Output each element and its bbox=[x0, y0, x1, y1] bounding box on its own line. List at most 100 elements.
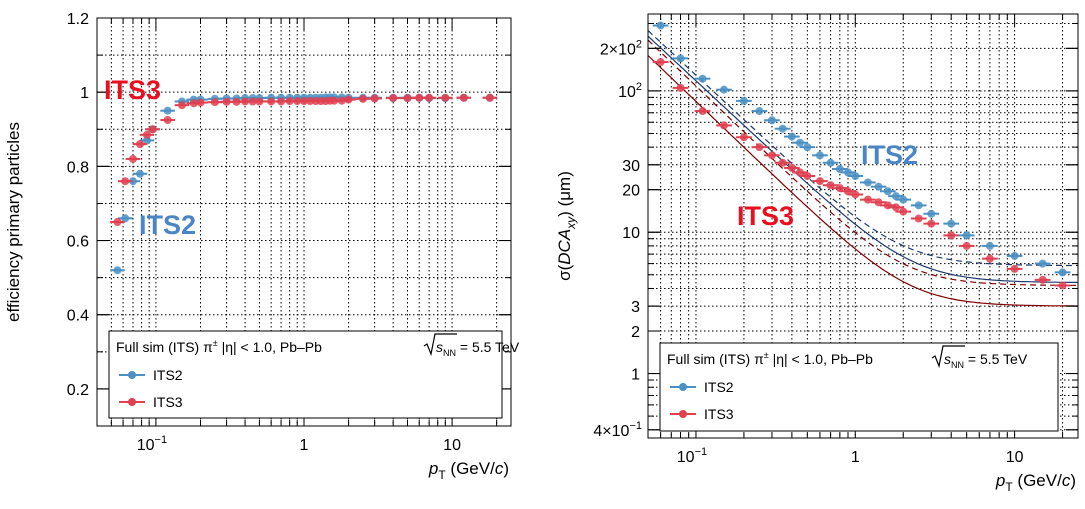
legend-header-pm: ± bbox=[764, 350, 769, 360]
x-tick-label: 1 bbox=[300, 437, 309, 454]
data-point bbox=[232, 97, 241, 106]
data-point bbox=[720, 85, 729, 94]
x-tick-label: 10 bbox=[443, 437, 461, 454]
data-point bbox=[767, 116, 776, 125]
model-curves bbox=[647, 30, 1078, 307]
legend-header-s: s bbox=[944, 351, 951, 367]
data-point bbox=[370, 94, 379, 103]
x-axis-label: pT (GeV/c) bbox=[995, 471, 1076, 494]
data-point bbox=[142, 130, 151, 139]
x-axis-unit: (GeV/ bbox=[1013, 471, 1062, 490]
y-tick-label: 1.2 bbox=[67, 11, 89, 28]
legend-header-sqrt: sNN = 5.5 TeV bbox=[436, 339, 520, 358]
data-point bbox=[656, 21, 665, 30]
data-point bbox=[196, 98, 205, 107]
data-point bbox=[128, 154, 137, 163]
x-axis-sub: T bbox=[438, 468, 446, 482]
data-point bbox=[425, 93, 434, 102]
data-point bbox=[985, 254, 994, 263]
legend-header-pre: Full sim (ITS) π bbox=[667, 351, 764, 367]
legend-marker bbox=[128, 371, 136, 379]
legend-header-s: s bbox=[436, 339, 443, 355]
data-point bbox=[863, 195, 872, 204]
y-tick-base: 4×10 bbox=[593, 423, 629, 440]
model-curve-its3-dashed bbox=[647, 39, 1078, 286]
data-point bbox=[128, 177, 137, 186]
y-axis-pre: σ( bbox=[555, 264, 574, 280]
y-tick-label: 1 bbox=[631, 367, 640, 384]
data-point bbox=[843, 168, 852, 177]
data-point bbox=[739, 133, 748, 142]
legend-box bbox=[659, 342, 1059, 432]
data-point bbox=[121, 177, 130, 186]
data-point bbox=[815, 177, 824, 186]
sqrt-symbol bbox=[931, 345, 965, 369]
y-axis-post: ) (μm) bbox=[555, 171, 574, 217]
y-tick-base: 2×10 bbox=[600, 41, 636, 58]
data-point bbox=[415, 93, 424, 102]
axis-ticks bbox=[97, 17, 511, 426]
data-point bbox=[815, 151, 824, 160]
x-tick-exponent: −1 bbox=[695, 446, 708, 458]
data-point bbox=[676, 54, 685, 63]
data-point bbox=[1058, 268, 1067, 277]
data-point bbox=[851, 171, 860, 180]
data-point bbox=[835, 184, 844, 193]
data-point bbox=[441, 93, 450, 102]
annotation-its2: ITS2 bbox=[139, 210, 196, 240]
data-point bbox=[755, 107, 764, 116]
plot-frame bbox=[647, 13, 1079, 439]
data-point bbox=[720, 121, 729, 130]
data-point bbox=[459, 93, 468, 102]
data-point bbox=[1010, 264, 1019, 273]
series-its3 bbox=[110, 93, 498, 226]
legend-header-sqrt: sNN = 5.5 TeV bbox=[944, 351, 1028, 370]
data-point bbox=[891, 192, 900, 201]
legend-header-post: = 5.5 TeV bbox=[964, 351, 1028, 367]
data-point bbox=[1058, 281, 1067, 290]
y-tick-label: 102 bbox=[618, 81, 642, 101]
legend-header-nn: NN bbox=[443, 348, 456, 358]
data-point bbox=[344, 95, 353, 104]
series-its3 bbox=[652, 58, 1071, 290]
data-point bbox=[222, 97, 231, 106]
data-point bbox=[803, 143, 812, 152]
x-axis-unit: (GeV/ bbox=[446, 459, 495, 478]
data-point bbox=[891, 203, 900, 212]
data-point bbox=[113, 218, 122, 226]
data-point bbox=[210, 98, 219, 107]
legend-header-pre: Full sim (ITS) π bbox=[116, 339, 213, 355]
x-tick-label: 10 bbox=[1006, 449, 1024, 466]
x-axis-sub: T bbox=[1005, 480, 1013, 494]
y-tick-label: 20 bbox=[622, 183, 640, 200]
y-tick-label: 3 bbox=[631, 299, 640, 316]
y-tick-label: 0.2 bbox=[67, 382, 89, 399]
data-point bbox=[778, 124, 787, 133]
data-point bbox=[337, 96, 346, 105]
data-point bbox=[698, 107, 707, 116]
data-point bbox=[485, 93, 494, 102]
data-point bbox=[277, 97, 286, 106]
data-point bbox=[874, 198, 883, 207]
y-tick-label: 0.4 bbox=[67, 308, 89, 325]
legend-label-its3: ITS3 bbox=[704, 406, 734, 422]
x-axis-unit-italic: c bbox=[495, 459, 504, 478]
data-point bbox=[358, 94, 367, 103]
y-tick-label: 1 bbox=[80, 85, 89, 102]
legend-marker bbox=[128, 398, 136, 406]
legend-header-nn: NN bbox=[951, 360, 964, 370]
axis-ticks bbox=[648, 14, 1078, 438]
data-point bbox=[656, 58, 665, 67]
annotation-its3: ITS3 bbox=[737, 201, 794, 231]
legend-header-eta: |η| < 1.0, Pb–Pb bbox=[218, 339, 322, 355]
x-tick-label: 10−1 bbox=[137, 434, 167, 454]
legend: Full sim (ITS) π± |η| < 1.0, Pb–Pb sNN =… bbox=[108, 330, 520, 419]
data-point bbox=[739, 96, 748, 105]
data-point bbox=[1010, 251, 1019, 260]
data-point bbox=[403, 94, 412, 103]
x-tick-label: 1 bbox=[851, 449, 860, 466]
annotation-its2: ITS2 bbox=[861, 140, 918, 170]
data-point bbox=[962, 241, 971, 250]
x-tick-exponent: −1 bbox=[155, 434, 168, 446]
data-point bbox=[1038, 275, 1047, 284]
